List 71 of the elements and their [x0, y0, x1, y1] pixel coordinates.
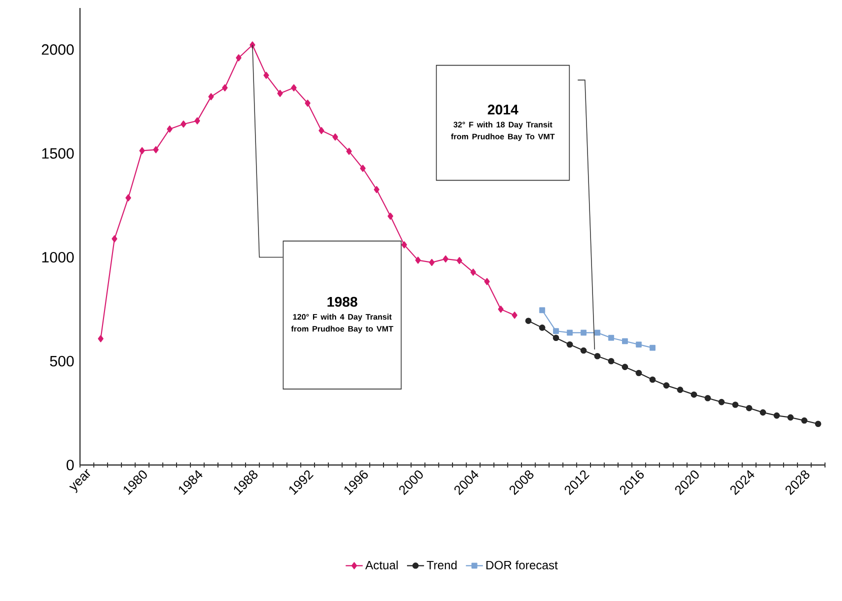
point [718, 398, 725, 406]
point [208, 93, 214, 100]
point [512, 312, 518, 319]
point [291, 84, 297, 92]
point [112, 235, 118, 242]
annotation: 2014 [488, 104, 518, 115]
point [374, 186, 380, 194]
point [622, 364, 628, 370]
y-tick-label: 1500 [42, 148, 74, 159]
point [180, 120, 186, 128]
point [263, 72, 270, 79]
legend-label: Actual [365, 560, 398, 570]
point [636, 342, 642, 348]
y-tick-label: 500 [50, 356, 74, 366]
point [194, 117, 200, 124]
point [401, 241, 408, 248]
point [566, 330, 573, 336]
point [787, 414, 794, 421]
point [552, 334, 560, 342]
point [525, 318, 532, 324]
point [346, 148, 352, 155]
y-tick-label: 0 [66, 460, 74, 470]
point [498, 306, 504, 313]
point [222, 84, 228, 92]
point [774, 412, 780, 419]
point [456, 257, 462, 264]
point [236, 54, 242, 62]
point [566, 341, 573, 348]
point [277, 90, 283, 97]
point [801, 417, 808, 424]
point [608, 358, 614, 364]
point [332, 133, 338, 141]
point [470, 268, 476, 276]
point [732, 402, 738, 408]
point [580, 330, 587, 336]
point [125, 194, 132, 202]
point [539, 324, 546, 331]
legend-label: DOR forecast [486, 560, 558, 570]
point [594, 353, 601, 360]
point [388, 212, 394, 220]
y-tick-label: 2000 [42, 44, 74, 55]
point [429, 258, 435, 266]
point [580, 347, 587, 354]
point [760, 409, 766, 416]
point [814, 420, 822, 428]
point [360, 164, 366, 172]
point [166, 126, 172, 133]
point [746, 404, 752, 412]
point [98, 335, 104, 342]
point [677, 386, 684, 393]
point [139, 147, 145, 154]
point [636, 370, 642, 376]
point [622, 338, 628, 344]
point [484, 278, 490, 286]
point [608, 334, 614, 341]
point [318, 127, 324, 134]
point [649, 376, 656, 383]
y-tick-label: 1000 [42, 252, 74, 263]
point [442, 255, 448, 262]
point [539, 307, 546, 314]
point [553, 328, 559, 334]
point [663, 382, 670, 389]
annotation: 1988 [328, 296, 358, 307]
point [704, 394, 711, 402]
legend-label: Trend [426, 560, 457, 570]
point [415, 256, 421, 264]
point [594, 330, 600, 336]
point [650, 344, 656, 351]
point [153, 146, 159, 154]
point [690, 391, 698, 398]
point [304, 100, 310, 107]
